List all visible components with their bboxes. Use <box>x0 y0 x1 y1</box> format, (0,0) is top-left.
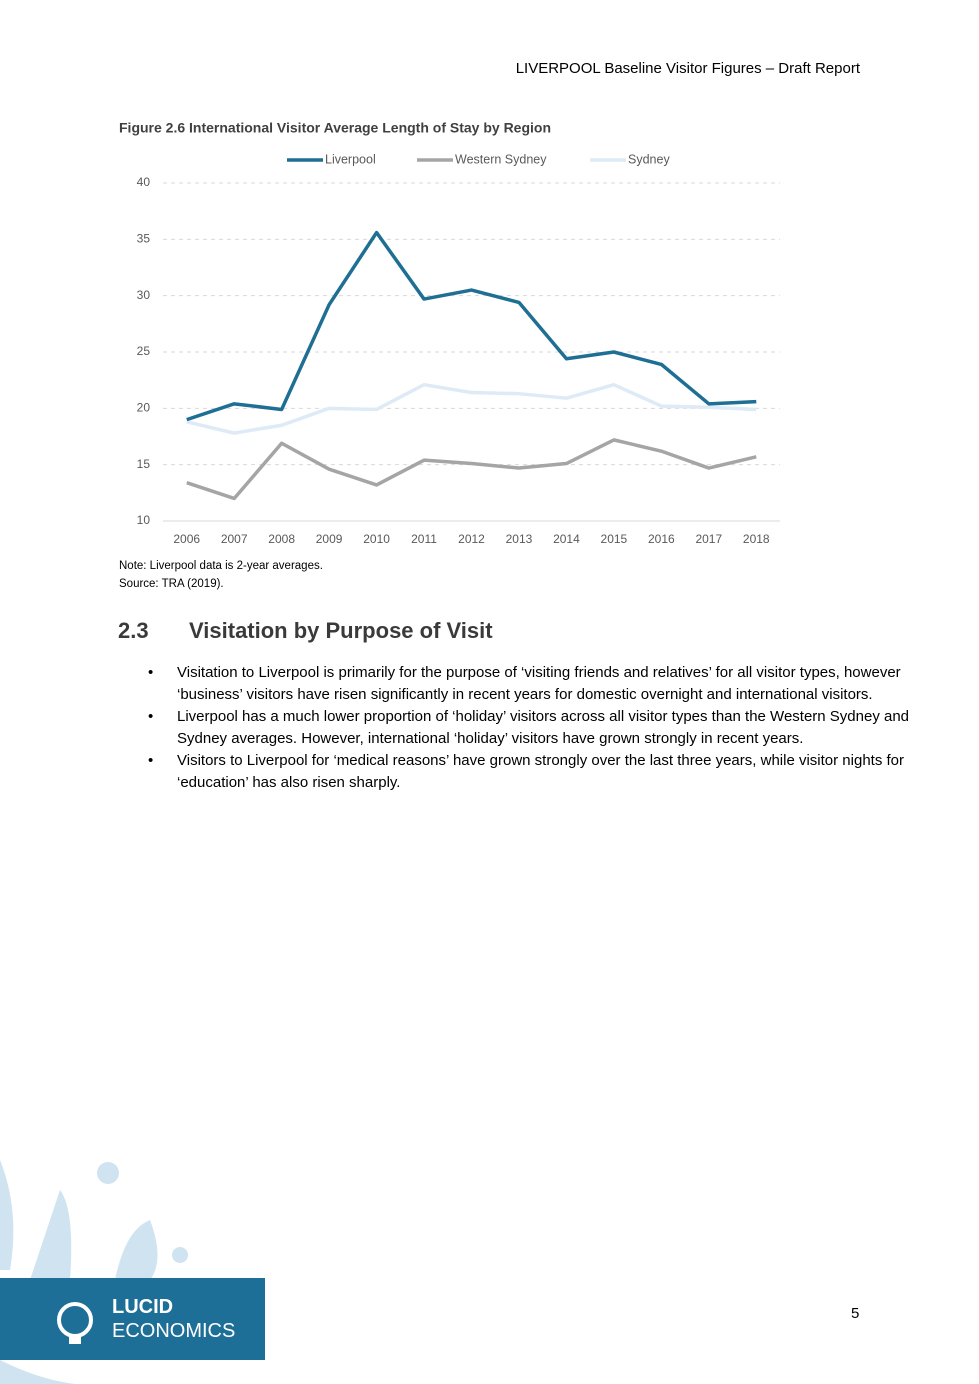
bullet: Liverpool has a much lower proportion of… <box>148 706 917 750</box>
x-tick-label: 2008 <box>268 532 295 546</box>
y-tick-label: 15 <box>137 457 151 471</box>
legend-label: Liverpool <box>325 152 376 166</box>
x-tick-label: 2014 <box>553 532 580 546</box>
x-tick-label: 2018 <box>743 532 770 546</box>
y-tick-label: 35 <box>137 232 151 246</box>
x-tick-label: 2007 <box>221 532 248 546</box>
x-tick-label: 2016 <box>648 532 675 546</box>
section-title: Visitation by Purpose of Visit <box>189 618 493 643</box>
legend-label: Sydney <box>628 152 670 166</box>
y-tick-label: 10 <box>137 513 151 527</box>
chart: Figure 2.6 International Visitor Average… <box>119 120 780 546</box>
logo-word: LUCID <box>112 1296 174 1318</box>
x-tick-label: 2015 <box>601 532 628 546</box>
x-tick-label: 2010 <box>363 532 390 546</box>
running-header: LIVERPOOL Baseline Visitor Figures – Dra… <box>515 60 860 77</box>
x-tick-label: 2017 <box>695 532 722 546</box>
chart-source: Source: TRA (2019). <box>119 578 224 590</box>
legend-label: Western Sydney <box>455 152 547 166</box>
x-tick-label: 2012 <box>458 532 485 546</box>
chart-note: Note: Liverpool data is 2-year averages. <box>119 560 323 572</box>
data-line <box>186 230 757 422</box>
data-line <box>186 438 757 501</box>
page-number: 5 <box>851 1305 860 1322</box>
logo-word: ECONOMICS <box>112 1320 236 1342</box>
y-tick-label: 30 <box>137 288 151 302</box>
y-tick-label: 25 <box>137 344 151 358</box>
logo-art <box>0 1160 265 1384</box>
data-line <box>186 382 757 435</box>
chart-title: Figure 2.6 International Visitor Average… <box>119 120 551 136</box>
x-tick-label: 2013 <box>506 532 533 546</box>
x-tick-label: 2011 <box>411 532 437 546</box>
section-number: 2.3 <box>118 618 149 643</box>
bullet-list: Visitation to Liverpool is primarily for… <box>119 662 917 794</box>
x-tick-label: 2009 <box>316 532 343 546</box>
y-tick-label: 20 <box>137 401 151 415</box>
y-tick-label: 40 <box>137 175 151 189</box>
x-tick-label: 2006 <box>173 532 200 546</box>
bullet: Visitors to Liverpool for ‘medical reaso… <box>148 750 917 794</box>
bullet: Visitation to Liverpool is primarily for… <box>148 662 917 706</box>
